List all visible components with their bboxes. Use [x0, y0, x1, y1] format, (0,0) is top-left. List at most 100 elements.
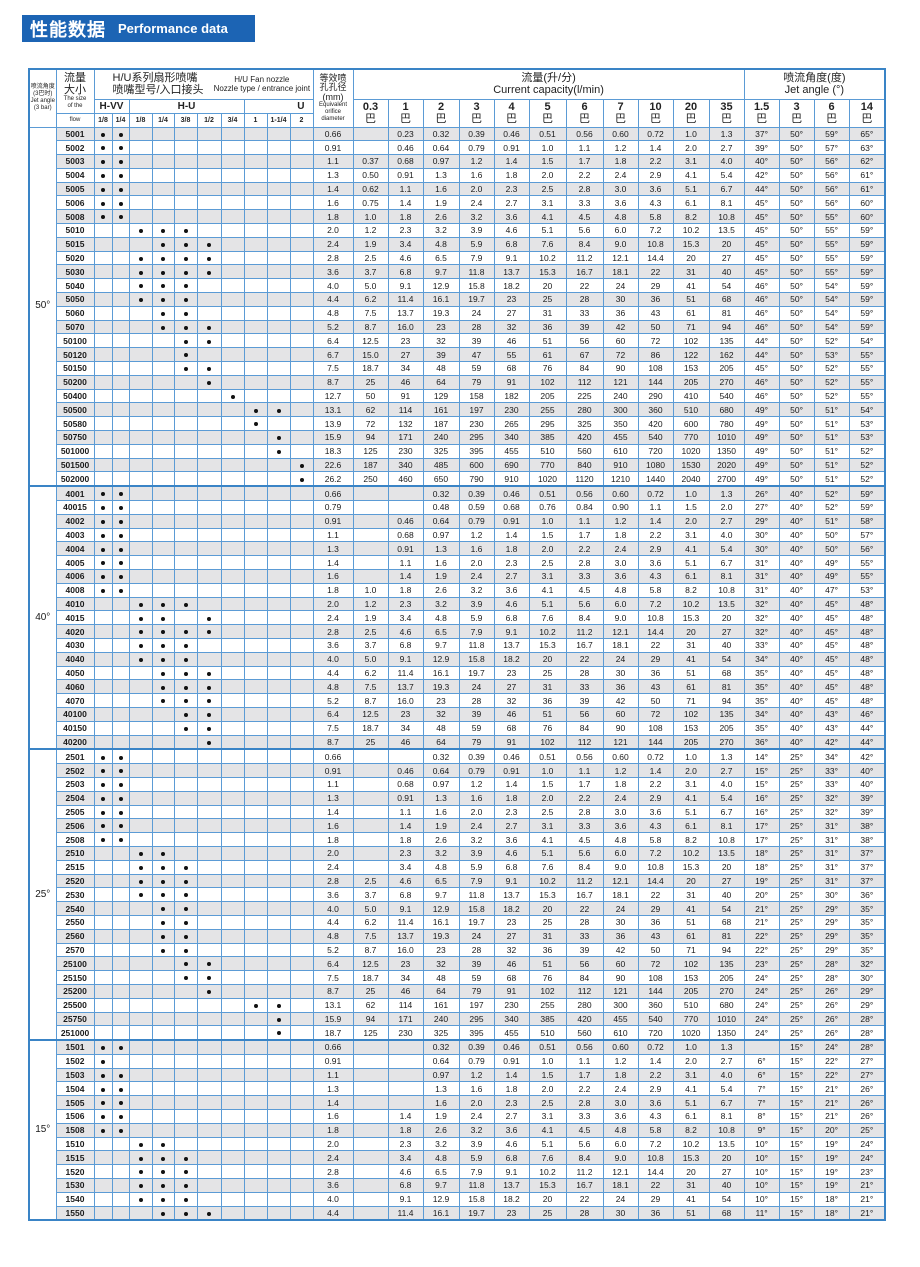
orifice-diameter-cell: 0.91 — [312, 763, 354, 778]
flow-rate-cell: 0.97 — [422, 776, 460, 792]
nozzle-fit-cell — [289, 665, 314, 681]
nozzle-fit-cell — [220, 333, 245, 349]
nozzle-fit-cell — [93, 1053, 113, 1069]
table-row: 4005 1.4 1.1 1.6 2.0 2.3 2.5 2.8 3.0 3.6 5.1 6.7 31°… — [29, 555, 886, 570]
nozzle-fit-cell — [93, 873, 113, 889]
jet-angle-cell: 50° — [778, 209, 815, 225]
available-dot-icon — [118, 160, 123, 165]
nozzle-fit-cell — [111, 983, 130, 999]
jet-angle-cell: 40° — [778, 596, 815, 612]
flow-rate-cell: 1440 — [637, 471, 674, 487]
flow-rate-cell: 300 — [602, 997, 639, 1013]
nozzle-fit-cell — [151, 154, 175, 169]
flow-rate-cell: 48 — [422, 361, 460, 376]
nozzle-fit-cell — [128, 181, 153, 197]
flow-rate-cell: 14.4 — [637, 873, 674, 889]
jet-angle-cell: 21° — [813, 1109, 850, 1124]
nozzle-fit-cell — [111, 250, 130, 266]
flow-rate-cell: 25 — [528, 292, 567, 307]
flow-rate-cell: 5.9 — [458, 1150, 495, 1166]
jet-angle-cell: 50° — [813, 527, 850, 543]
nozzle-fit-cell — [196, 914, 222, 930]
jet-angle-cell: 48° — [848, 651, 886, 667]
flow-rate-cell: 71 — [672, 319, 710, 335]
header-fitting: 1/2 — [196, 112, 222, 128]
flow-rate-cell: 7.6 — [528, 610, 567, 626]
available-dot-icon — [161, 284, 165, 289]
flow-rate-cell: 3.2 — [458, 832, 495, 847]
table-row: 1530 3.6 6.8 9.7 11.8 13.7 15.3 16.7 18.1 22 31 40 1… — [29, 1178, 886, 1193]
flow-rate-cell: 28 — [565, 1205, 604, 1221]
nozzle-fit-cell — [220, 388, 245, 404]
flow-rate-cell: 102 — [672, 706, 710, 722]
flow-rate-cell: 42 — [602, 942, 639, 958]
flow-rate-cell: 5.4 — [708, 790, 745, 806]
nozzle-fit-cell — [289, 250, 314, 266]
orifice-diameter-cell: 2.0 — [312, 1136, 354, 1152]
nozzle-fit-cell — [243, 997, 268, 1013]
nozzle-fit-cell — [111, 790, 130, 806]
flow-rate-cell: 4.6 — [493, 845, 530, 861]
flow-rate-cell: 16.0 — [387, 942, 424, 958]
nozzle-fit-cell — [266, 582, 291, 598]
flow-rate-cell: 0.56 — [565, 1039, 604, 1055]
nozzle-fit-cell — [266, 140, 291, 156]
jet-angle-cell: 44° — [743, 333, 780, 349]
nozzle-fit-cell — [173, 209, 198, 225]
flow-rate-cell: 5.0 — [352, 278, 389, 294]
header-text: The size — [63, 96, 87, 103]
flow-rate-cell — [352, 804, 389, 820]
flow-rate-cell: 0.91 — [493, 140, 530, 156]
flow-rate-cell: 0.84 — [565, 500, 604, 515]
flow-rate-cell: 10.8 — [637, 610, 674, 626]
jet-angle-cell: 27° — [848, 1067, 886, 1083]
nozzle-fit-cell — [111, 388, 130, 404]
nozzle-fit-cell — [151, 555, 175, 570]
nozzle-fit-cell — [128, 347, 153, 363]
flow-rate-cell: 1.3 — [422, 167, 460, 183]
header-text: 喷流角度(度) — [783, 72, 846, 85]
flow-rate-cell: 2.9 — [637, 167, 674, 183]
jet-angle-cell: 50° — [778, 416, 815, 432]
available-dot-icon — [183, 671, 188, 676]
jet-angle-cell: 55° — [813, 264, 850, 280]
nozzle-fit-cell — [289, 734, 314, 750]
available-dot-icon — [183, 865, 188, 870]
flow-size-cell: 502000 — [55, 471, 95, 487]
flow-size-cell: 4040 — [55, 651, 95, 667]
flow-rate-cell: 3.1 — [672, 1067, 710, 1083]
flow-rate-cell: 2.5 — [528, 804, 567, 820]
flow-rate-cell: 5.4 — [708, 167, 745, 183]
flow-rate-cell: 3.6 — [602, 569, 639, 584]
flow-rate-cell: 1210 — [602, 471, 639, 487]
nozzle-fit-cell — [243, 1025, 268, 1041]
flow-rate-cell: 197 — [458, 997, 495, 1013]
flow-rate-cell: 600 — [672, 416, 710, 432]
nozzle-fit-cell — [151, 610, 175, 626]
flow-rate-cell: 79 — [458, 374, 495, 390]
nozzle-fit-cell — [289, 859, 314, 875]
nozzle-fit-cell — [243, 582, 268, 598]
flow-rate-cell: 410 — [672, 388, 710, 404]
flow-rate-cell: 3.7 — [352, 637, 389, 653]
nozzle-fit-cell — [151, 416, 175, 432]
flow-rate-cell: 2040 — [672, 471, 710, 487]
flow-rate-cell: 4.3 — [637, 569, 674, 584]
jet-angle-cell: 42° — [813, 734, 850, 750]
jet-angle-cell: 35° — [848, 928, 886, 944]
header-text: (3 bar) — [33, 105, 52, 112]
flow-rate-cell: 13.7 — [387, 928, 424, 944]
nozzle-fit-cell — [266, 859, 291, 875]
available-dot-icon — [276, 1017, 281, 1022]
available-dot-icon — [183, 298, 188, 303]
nozzle-fit-cell — [111, 541, 130, 557]
jet-angle-cell: 15° — [778, 1095, 815, 1111]
jet-angle-cell: 31° — [743, 569, 780, 584]
flow-rate-cell: 0.91 — [387, 790, 424, 806]
flow-rate-cell: 2.4 — [458, 1109, 495, 1124]
flow-rate-cell: 3.3 — [565, 1109, 604, 1124]
nozzle-fit-cell — [111, 665, 130, 681]
jet-angle-cell: 45° — [743, 264, 780, 280]
nozzle-fit-cell — [111, 651, 130, 667]
